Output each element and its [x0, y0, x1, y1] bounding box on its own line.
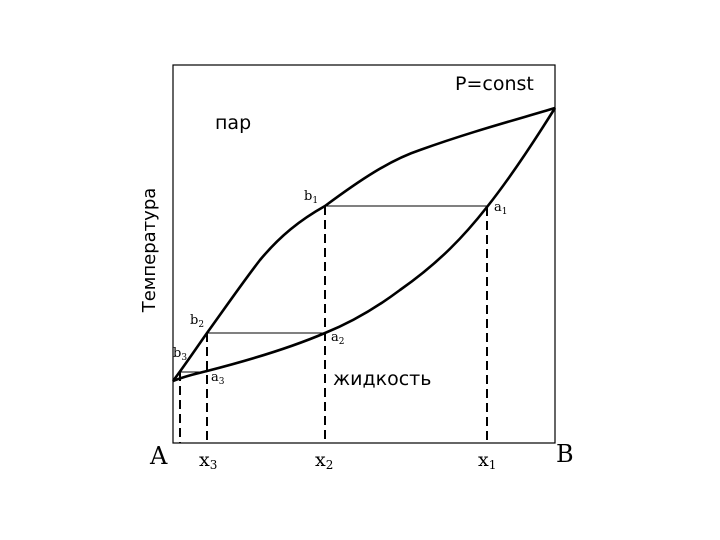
composition-label: x2: [315, 449, 333, 472]
tie-lines: [180, 205, 487, 373]
point-labels: b1 a1 b2 a2 b3 a3: [173, 189, 508, 387]
liquidus: [172, 107, 557, 383]
composition-labels: x3 x2 x1: [199, 449, 496, 472]
point-label: b2: [190, 313, 204, 330]
component-label: A: [149, 442, 168, 470]
dropdown-lines: [179, 206, 488, 443]
component-label: B: [556, 440, 574, 468]
composition-label: x3: [199, 449, 217, 472]
point-label: b3: [173, 346, 187, 363]
composition-label: x1: [478, 449, 496, 472]
point-label: b1: [304, 189, 318, 206]
point-label: a1: [494, 200, 508, 217]
frame: [172, 64, 556, 444]
point-label: a2: [331, 330, 345, 347]
point-label: a3: [211, 370, 225, 387]
liquid-label: жидкость: [333, 368, 431, 390]
vapor-label: пар: [215, 112, 251, 134]
condition-label: P=const: [455, 73, 534, 95]
vaporus: [171, 106, 556, 382]
y-axis-label: Температура: [139, 188, 160, 314]
